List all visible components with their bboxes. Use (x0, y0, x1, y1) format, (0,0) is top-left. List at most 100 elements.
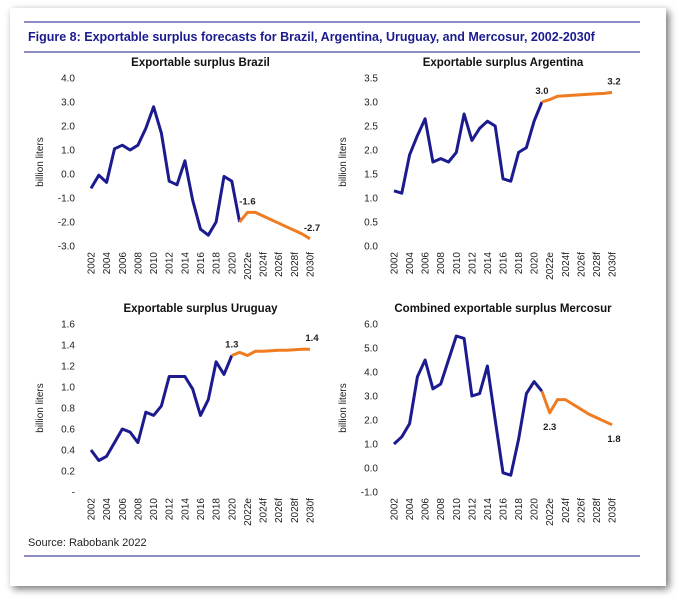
x-tick-label: 2002 (390, 252, 401, 275)
x-tick-label: 2020 (227, 498, 238, 521)
frame (10, 8, 666, 586)
series-line (393, 101, 544, 195)
x-tick-label: 2006 (421, 252, 432, 275)
chart-title: Combined exportable surplus Mercosur (394, 303, 612, 315)
x-tick-label: 2016 (499, 498, 510, 521)
y-tick-label: 0.5 (364, 218, 378, 229)
x-tick-label: 2026f (274, 498, 285, 523)
chart-title: Exportable surplus Uruguay (123, 303, 278, 315)
x-tick-label: 2004 (102, 498, 113, 521)
y-tick-label: 1.0 (61, 383, 75, 394)
x-tick-label: 2026f (576, 498, 587, 523)
x-tick-label: 2022e (545, 498, 556, 526)
x-tick-label: 2014 (483, 498, 494, 521)
y-tick-label: 4.0 (61, 74, 75, 85)
x-tick-label: 2018 (514, 498, 525, 521)
x-tick-label: 2006 (421, 498, 432, 521)
x-tick-label: 2010 (149, 252, 160, 275)
y-tick-label: 2.5 (364, 122, 378, 133)
x-tick-label: 2024f (259, 498, 270, 523)
data-label: -1.6 (239, 196, 255, 207)
x-tick-label: 2022e (243, 498, 254, 526)
chart-title: Exportable surplus Argentina (423, 57, 584, 69)
y-tick-label: - (72, 488, 75, 499)
x-tick-label: 2030f (306, 498, 317, 523)
x-tick-label: 2002 (87, 498, 98, 521)
y-tick-label: 0.0 (364, 242, 378, 253)
series-line (540, 390, 613, 427)
x-tick-label: 2024f (561, 498, 572, 523)
x-tick-label: 2020 (530, 252, 541, 275)
y-tick-label: 1.6 (61, 320, 75, 331)
y-tick-label: -2.0 (58, 218, 76, 229)
y-tick-label: 3.0 (364, 98, 378, 109)
x-tick-label: 2002 (87, 252, 98, 275)
x-tick-label: 2012 (165, 498, 176, 521)
y-tick-label: 0.4 (61, 446, 75, 457)
x-tick-label: 2020 (227, 252, 238, 275)
y-tick-label: -1.0 (58, 194, 76, 205)
y-tick-label: 5.0 (364, 344, 378, 355)
y-tick-label: 3.5 (364, 74, 378, 85)
x-tick-label: 2026f (274, 252, 285, 277)
x-tick-label: 2016 (499, 252, 510, 275)
x-tick-label: 2004 (405, 252, 416, 275)
x-tick-label: 2024f (259, 252, 270, 277)
x-tick-label: 2028f (592, 498, 603, 523)
y-axis-label: billion liters (338, 137, 349, 186)
series-line (541, 90, 613, 104)
y-tick-label: 1.4 (61, 341, 75, 352)
y-tick-label: 1.5 (364, 170, 378, 181)
x-tick-label: 2008 (436, 498, 447, 521)
x-tick-label: 2010 (149, 498, 160, 521)
series-line (238, 210, 311, 241)
x-tick-label: 2010 (452, 498, 463, 521)
y-tick-label: 3.0 (61, 98, 75, 109)
x-tick-label: 2030f (306, 252, 317, 277)
y-axis-label: billion liters (338, 383, 349, 432)
x-tick-label: 2010 (452, 252, 463, 275)
figure-title: Figure 8: Exportable surplus forecasts f… (28, 30, 596, 44)
x-tick-label: 2006 (118, 252, 129, 275)
y-axis-label: billion liters (35, 383, 46, 432)
x-tick-label: 2028f (290, 498, 301, 523)
y-tick-label: 0.0 (364, 464, 378, 475)
y-tick-label: 0.8 (61, 404, 75, 415)
x-tick-label: 2024f (561, 252, 572, 277)
x-tick-label: 2022e (243, 252, 254, 280)
y-tick-label: 1.0 (364, 194, 378, 205)
y-tick-label: 3.0 (364, 392, 378, 403)
x-tick-label: 2026f (576, 252, 587, 277)
x-tick-label: 2028f (290, 252, 301, 277)
y-tick-label: 0.6 (61, 425, 75, 436)
x-tick-label: 2030f (608, 498, 619, 523)
x-tick-label: 2020 (530, 498, 541, 521)
data-label: 2.3 (543, 422, 556, 433)
y-tick-label: 6.0 (364, 320, 378, 331)
x-tick-label: 2004 (405, 498, 416, 521)
x-tick-label: 2016 (196, 252, 207, 275)
y-tick-label: 2.0 (61, 122, 75, 133)
y-tick-label: -1.0 (361, 488, 379, 499)
y-axis-label: billion liters (35, 137, 46, 186)
data-label: 3.2 (607, 76, 620, 87)
data-label: 3.0 (535, 86, 548, 97)
source: Source: Rabobank 2022 (28, 537, 147, 549)
x-tick-label: 2008 (133, 252, 144, 275)
y-tick-label: 2.0 (364, 416, 378, 427)
x-tick-label: 2014 (180, 252, 191, 275)
data-label: 1.4 (305, 333, 319, 344)
series-line (89, 354, 234, 462)
y-tick-label: 0.0 (61, 170, 75, 181)
x-tick-label: 2030f (608, 252, 619, 277)
series-line (231, 347, 310, 357)
x-tick-label: 2018 (212, 498, 223, 521)
x-tick-label: 2022e (545, 252, 556, 280)
x-tick-label: 2012 (165, 252, 176, 275)
x-tick-label: 2008 (133, 498, 144, 521)
y-tick-label: 1.2 (61, 362, 75, 373)
series-line (392, 334, 544, 477)
series-line (89, 105, 242, 237)
